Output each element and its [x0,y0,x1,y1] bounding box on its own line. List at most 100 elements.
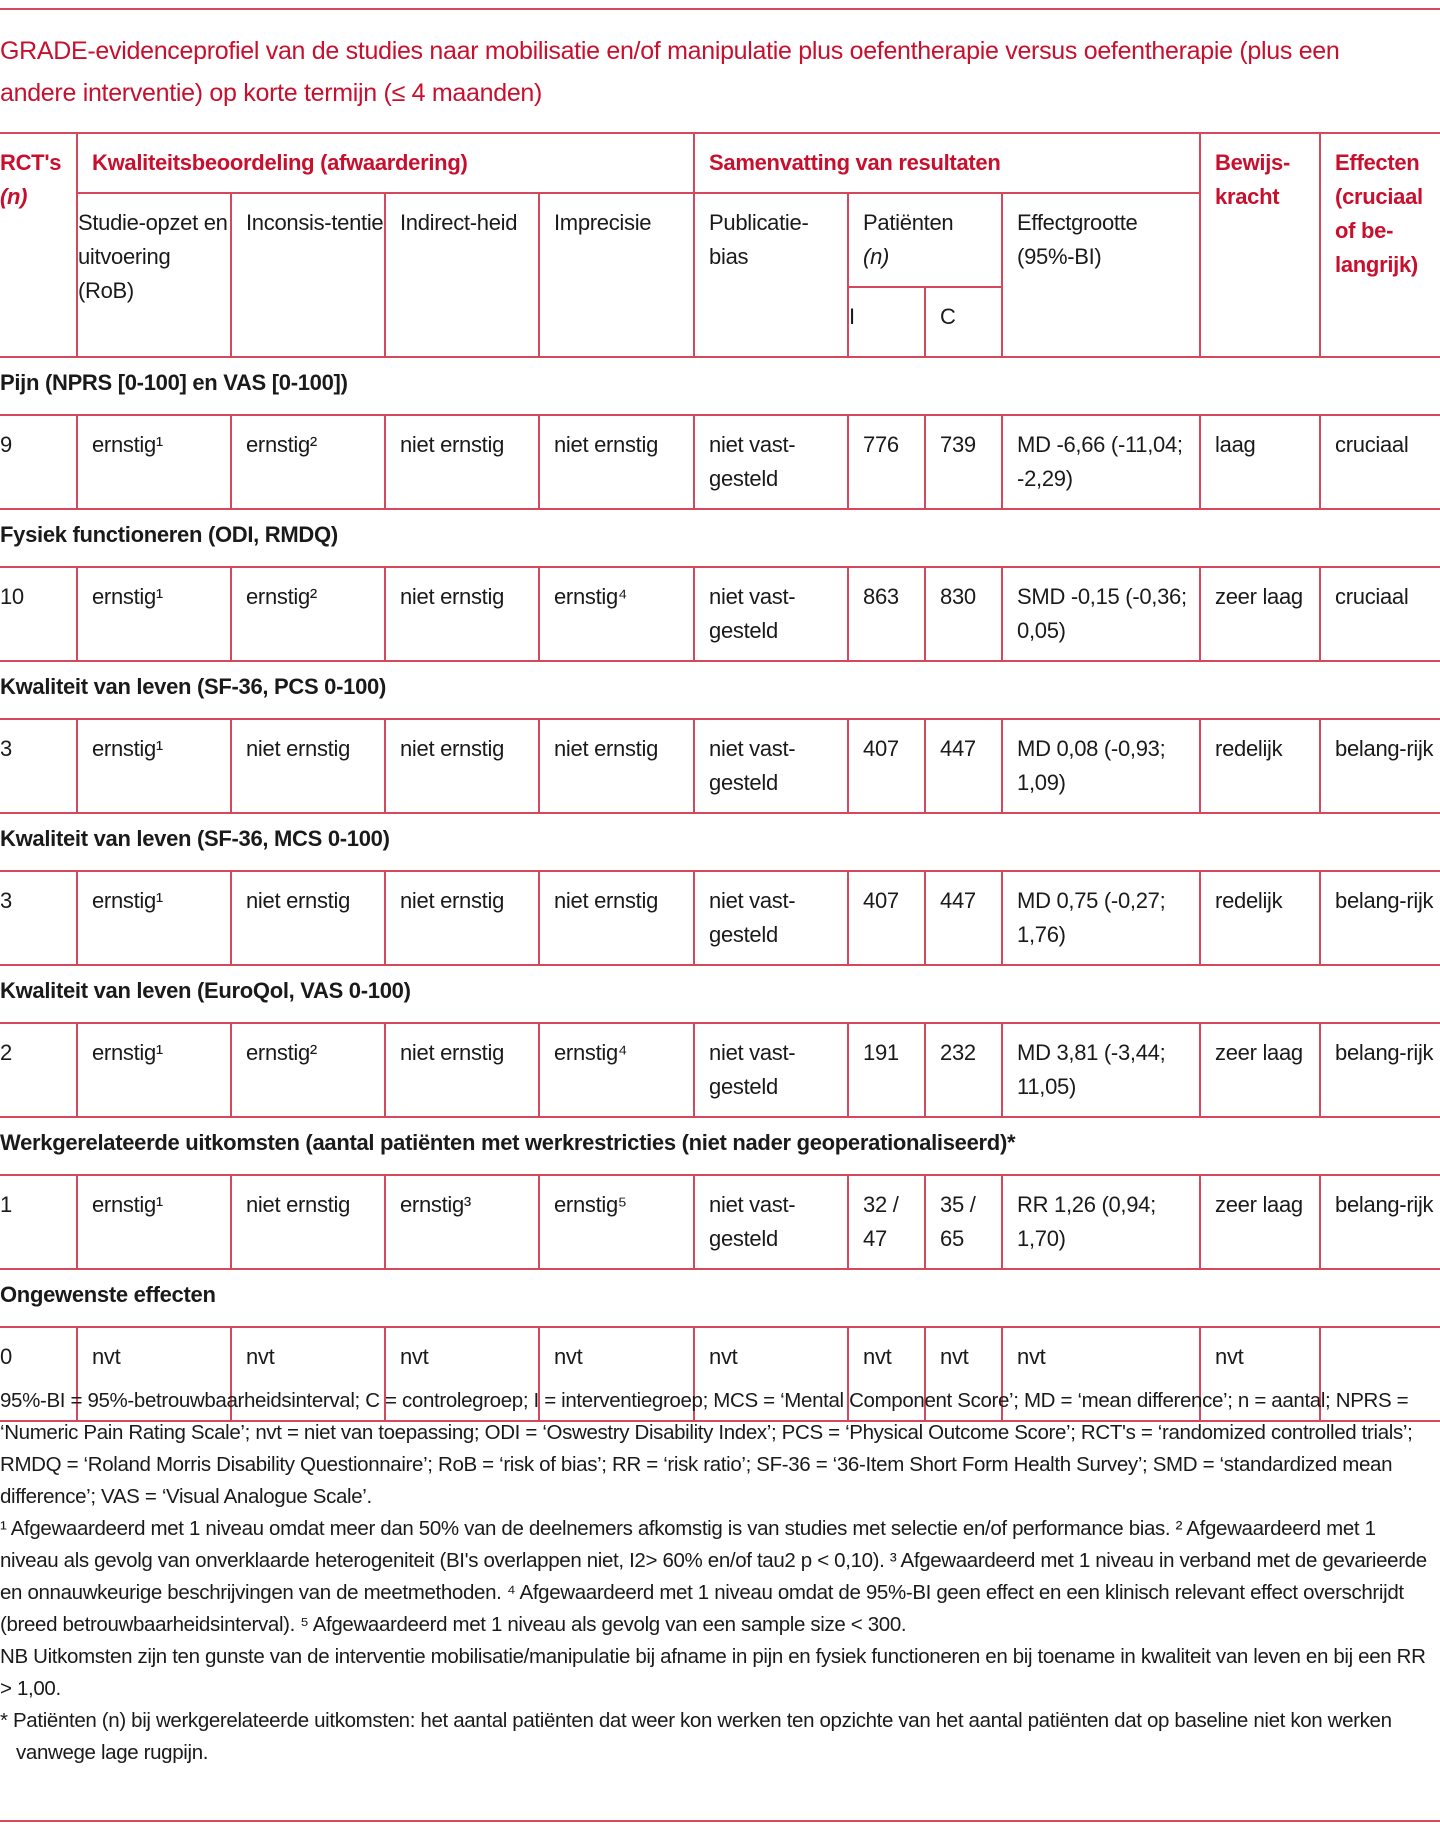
table-cell: zeer laag [1199,1022,1322,1118]
table-row: 3 ernstig¹ niet ernstig niet ernstig niet er… [0,718,1440,814]
header-intervention: I [848,286,927,358]
table-cell: niet vast-gesteld [693,566,850,662]
section-header-row: Kwaliteit van leven (SF-36, MCS 0-100) [0,812,1440,872]
table-row: 1 ernstig¹ niet ernstig ernstig³ ernstig⁵ nie… [0,1174,1440,1270]
table-cell: niet ernstig [230,718,386,814]
table-cell: nvt [693,1326,850,1422]
header-effects: Effecten (cruciaal of be-langrijk) [1319,132,1440,358]
table-cell: niet vast-gesteld [693,718,850,814]
table-cell: ernstig¹ [76,1022,232,1118]
footnote-notes: ¹ Afgewaardeerd met 1 niveau omdat meer … [0,1517,1427,1636]
table-cell: niet vast-gesteld [693,1174,850,1270]
table-cell: nvt [924,1326,1004,1422]
table-row: 9 ernstig¹ ernstig² niet ernstig niet ernsti… [0,414,1440,510]
table-cell: nvt [1001,1326,1202,1422]
table-cell: ernstig¹ [76,718,232,814]
table-cell: ernstig² [230,414,386,510]
table-cell: ernstig¹ [76,566,232,662]
header-control: C [924,286,1003,358]
table-cell: MD -6,66 (-11,04; -2,29) [1001,414,1202,510]
table-cell: nvt [76,1326,232,1422]
table-cell: 2 [0,1022,78,1118]
table-cell: 776 [847,414,927,510]
table-cell: 35 / 65 [924,1174,1004,1270]
table-cell: 407 [847,718,927,814]
section-header-row: Pijn (NPRS [0-100] en VAS [0-100]) [0,356,1440,416]
table-cell: belang-rijk [1319,718,1440,814]
table-cell: 232 [924,1022,1004,1118]
table-cell: niet vast-gesteld [693,870,850,966]
table-cell: 32 / 47 [847,1174,927,1270]
footnote-nb: NB Uitkomsten zijn ten gunste van de int… [0,1645,1426,1700]
section-title: Fysiek functioneren (ODI, RMDQ) [0,508,1440,568]
top-rule [0,8,1440,10]
table-cell: nvt [847,1326,927,1422]
table-cell [1319,1326,1440,1422]
header-quality: Kwaliteitsbeoordeling (afwaardering) [75,132,696,194]
header-study-design: Studie-opzet en uitvoering (RoB) [77,192,232,358]
table-cell: MD 3,81 (-3,44; 11,05) [1001,1022,1202,1118]
table-title: GRADE-evidenceprofiel van de studies naa… [0,37,1340,107]
header-patients: Patiënten (n) [847,192,1004,288]
header-rcts: RCT's (n) [0,132,78,358]
table-cell: nvt [1199,1326,1322,1422]
section-title: Kwaliteit van leven (EuroQol, VAS 0-100) [0,964,1440,1024]
header-inconsistency: Inconsis-tentie [230,192,386,358]
table-cell: 830 [924,566,1004,662]
section-title: Kwaliteit van leven (SF-36, MCS 0-100) [0,812,1440,872]
table-cell: ernstig² [230,566,386,662]
table-cell: ernstig¹ [76,1174,232,1270]
table-row: 3 ernstig¹ niet ernstig niet ernstig niet er… [0,870,1440,966]
table-cell: 447 [924,718,1004,814]
table-cell: 3 [0,718,78,814]
header-publication-bias: Publicatie-bias [693,192,850,358]
table-cell: MD 0,08 (-0,93; 1,09) [1001,718,1202,814]
section-title: Ongewenste effecten [0,1268,1440,1328]
section-header-row: Kwaliteit van leven (SF-36, PCS 0-100) [0,660,1440,720]
table-cell: niet ernstig [230,1174,386,1270]
section-header-row: Kwaliteit van leven (EuroQol, VAS 0-100) [0,964,1440,1024]
footnote-asterisk: * Patiënten (n) bij werkgerelateerde uit… [0,1709,1392,1764]
table-cell: 863 [847,566,927,662]
footnotes: 95%-BI = 95%-betrouwbaarheidsinterval; C… [0,1385,1436,1769]
header-indirectness: Indirect-heid [384,192,540,358]
footnote-abbreviations: 95%-BI = 95%-betrouwbaarheidsinterval; C… [0,1389,1413,1508]
bottom-rule [0,1820,1440,1822]
table-cell: 10 [0,566,78,662]
table-cell: RR 1,26 (0,94; 1,70) [1001,1174,1202,1270]
table-cell: zeer laag [1199,566,1322,662]
table-cell: niet ernstig [384,718,540,814]
table-cell: redelijk [1199,718,1322,814]
table-cell: 0 [0,1326,78,1422]
table-cell: ernstig³ [384,1174,540,1270]
header-summary: Samenvatting van resultaten [693,132,1202,194]
table-cell: 9 [0,414,78,510]
table-cell: ernstig⁴ [537,1022,696,1118]
table-cell: ernstig² [230,1022,386,1118]
section-title: Kwaliteit van leven (SF-36, PCS 0-100) [0,660,1440,720]
table-cell: niet ernstig [384,566,540,662]
table-row: 2 ernstig¹ ernstig² niet ernstig ernstig⁴ nie… [0,1022,1440,1118]
table-cell: niet ernstig [537,870,696,966]
section-header-row: Ongewenste effecten [0,1268,1440,1328]
table-cell: 739 [924,414,1004,510]
table-cell: SMD -0,15 (-0,36; 0,05) [1001,566,1202,662]
table-cell: belang-rijk [1319,1174,1440,1270]
table-cell: niet ernstig [537,718,696,814]
table-cell: belang-rijk [1319,1022,1440,1118]
table-cell: nvt [230,1326,386,1422]
table-cell: nvt [537,1326,696,1422]
section-title: Pijn (NPRS [0-100] en VAS [0-100]) [0,356,1440,416]
table-cell: niet ernstig [537,414,696,510]
table-row: 10 ernstig¹ ernstig² niet ernstig ernstig⁴ ni… [0,566,1440,662]
header-evidence: Bewijs-kracht [1199,132,1322,358]
table-cell: 1 [0,1174,78,1270]
table-cell: nvt [384,1326,540,1422]
table-cell: niet ernstig [384,870,540,966]
table-cell: cruciaal [1319,566,1440,662]
table-cell: ernstig¹ [76,414,232,510]
table-cell: niet ernstig [230,870,386,966]
header-effect-size: Effectgrootte (95%-BI) [1001,192,1201,358]
table-cell: ernstig⁴ [537,566,696,662]
table-cell: redelijk [1199,870,1322,966]
